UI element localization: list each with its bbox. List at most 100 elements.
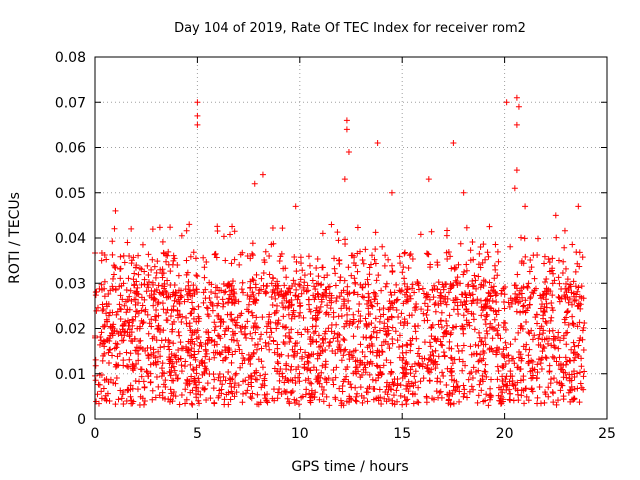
- data-point: [195, 348, 202, 355]
- data-point: [470, 386, 477, 393]
- data-point: [203, 259, 210, 266]
- data-point: [572, 268, 579, 275]
- data-point: [401, 316, 408, 323]
- data-point: [514, 271, 521, 278]
- data-point: [476, 250, 483, 257]
- data-point: [426, 356, 433, 363]
- data-point: [96, 381, 103, 388]
- data-point: [541, 253, 548, 260]
- data-point: [500, 299, 507, 306]
- data-point: [511, 185, 518, 192]
- data-point: [147, 379, 154, 386]
- data-point: [167, 313, 174, 320]
- data-point: [354, 224, 361, 231]
- data-point: [577, 369, 584, 376]
- data-point: [274, 321, 281, 328]
- data-point: [162, 288, 169, 295]
- data-point: [370, 328, 377, 335]
- data-point: [170, 318, 177, 325]
- data-point: [318, 383, 325, 390]
- data-point: [452, 277, 459, 284]
- data-point: [168, 364, 175, 371]
- data-point: [203, 397, 210, 404]
- data-point: [255, 401, 262, 408]
- data-point: [161, 395, 168, 402]
- data-point: [461, 386, 468, 393]
- data-point: [394, 296, 401, 303]
- data-point: [182, 358, 189, 365]
- data-point: [189, 338, 196, 345]
- data-point: [311, 283, 318, 290]
- data-point: [556, 354, 563, 361]
- data-point: [350, 289, 357, 296]
- data-point: [279, 323, 286, 330]
- data-point: [144, 281, 151, 288]
- data-point: [343, 373, 350, 380]
- data-point: [472, 341, 479, 348]
- data-point: [187, 253, 194, 260]
- data-point: [561, 244, 568, 251]
- data-point: [314, 290, 321, 297]
- data-point: [360, 294, 367, 301]
- data-point: [385, 327, 392, 334]
- data-point: [475, 261, 482, 268]
- data-point: [365, 305, 372, 312]
- data-point: [333, 294, 340, 301]
- data-point: [208, 289, 215, 296]
- data-point: [196, 379, 203, 386]
- data-point: [438, 293, 445, 300]
- data-point: [281, 379, 288, 386]
- data-point: [374, 139, 381, 146]
- data-point: [167, 224, 174, 231]
- data-point: [534, 394, 541, 401]
- data-point: [359, 293, 366, 300]
- data-point: [244, 318, 251, 325]
- data-point: [391, 401, 398, 408]
- data-point: [324, 302, 331, 309]
- data-point: [344, 283, 351, 290]
- data-point: [377, 313, 384, 320]
- data-point: [516, 349, 523, 356]
- data-point: [274, 358, 281, 365]
- data-point: [397, 320, 404, 327]
- data-point: [403, 359, 410, 366]
- data-point: [579, 254, 586, 261]
- data-point: [482, 334, 489, 341]
- data-point: [92, 356, 99, 363]
- data-point: [491, 275, 498, 282]
- data-point: [482, 361, 489, 368]
- data-point: [296, 378, 303, 385]
- data-point: [288, 363, 295, 370]
- data-point: [477, 264, 484, 271]
- data-point: [239, 399, 246, 406]
- data-point: [112, 287, 119, 294]
- data-point: [153, 337, 160, 344]
- data-point: [130, 367, 137, 374]
- data-point: [101, 278, 108, 285]
- data-point: [150, 296, 157, 303]
- data-point: [343, 320, 350, 327]
- data-point: [456, 388, 463, 395]
- data-point: [350, 333, 357, 340]
- data-point: [570, 320, 577, 327]
- data-point: [553, 358, 560, 365]
- data-point: [534, 320, 541, 327]
- data-point: [498, 386, 505, 393]
- data-point: [534, 361, 541, 368]
- data-point: [189, 401, 196, 408]
- data-point: [381, 320, 388, 327]
- data-point: [136, 325, 143, 332]
- data-point: [105, 379, 112, 386]
- data-point: [140, 378, 147, 385]
- data-point: [469, 283, 476, 290]
- data-point: [564, 308, 571, 315]
- data-point: [399, 343, 406, 350]
- data-points: [92, 94, 588, 409]
- data-point: [423, 399, 430, 406]
- data-point: [159, 389, 166, 396]
- data-point: [385, 396, 392, 403]
- data-point: [98, 257, 105, 264]
- data-point: [502, 339, 509, 346]
- data-point: [192, 356, 199, 363]
- data-point: [151, 263, 158, 270]
